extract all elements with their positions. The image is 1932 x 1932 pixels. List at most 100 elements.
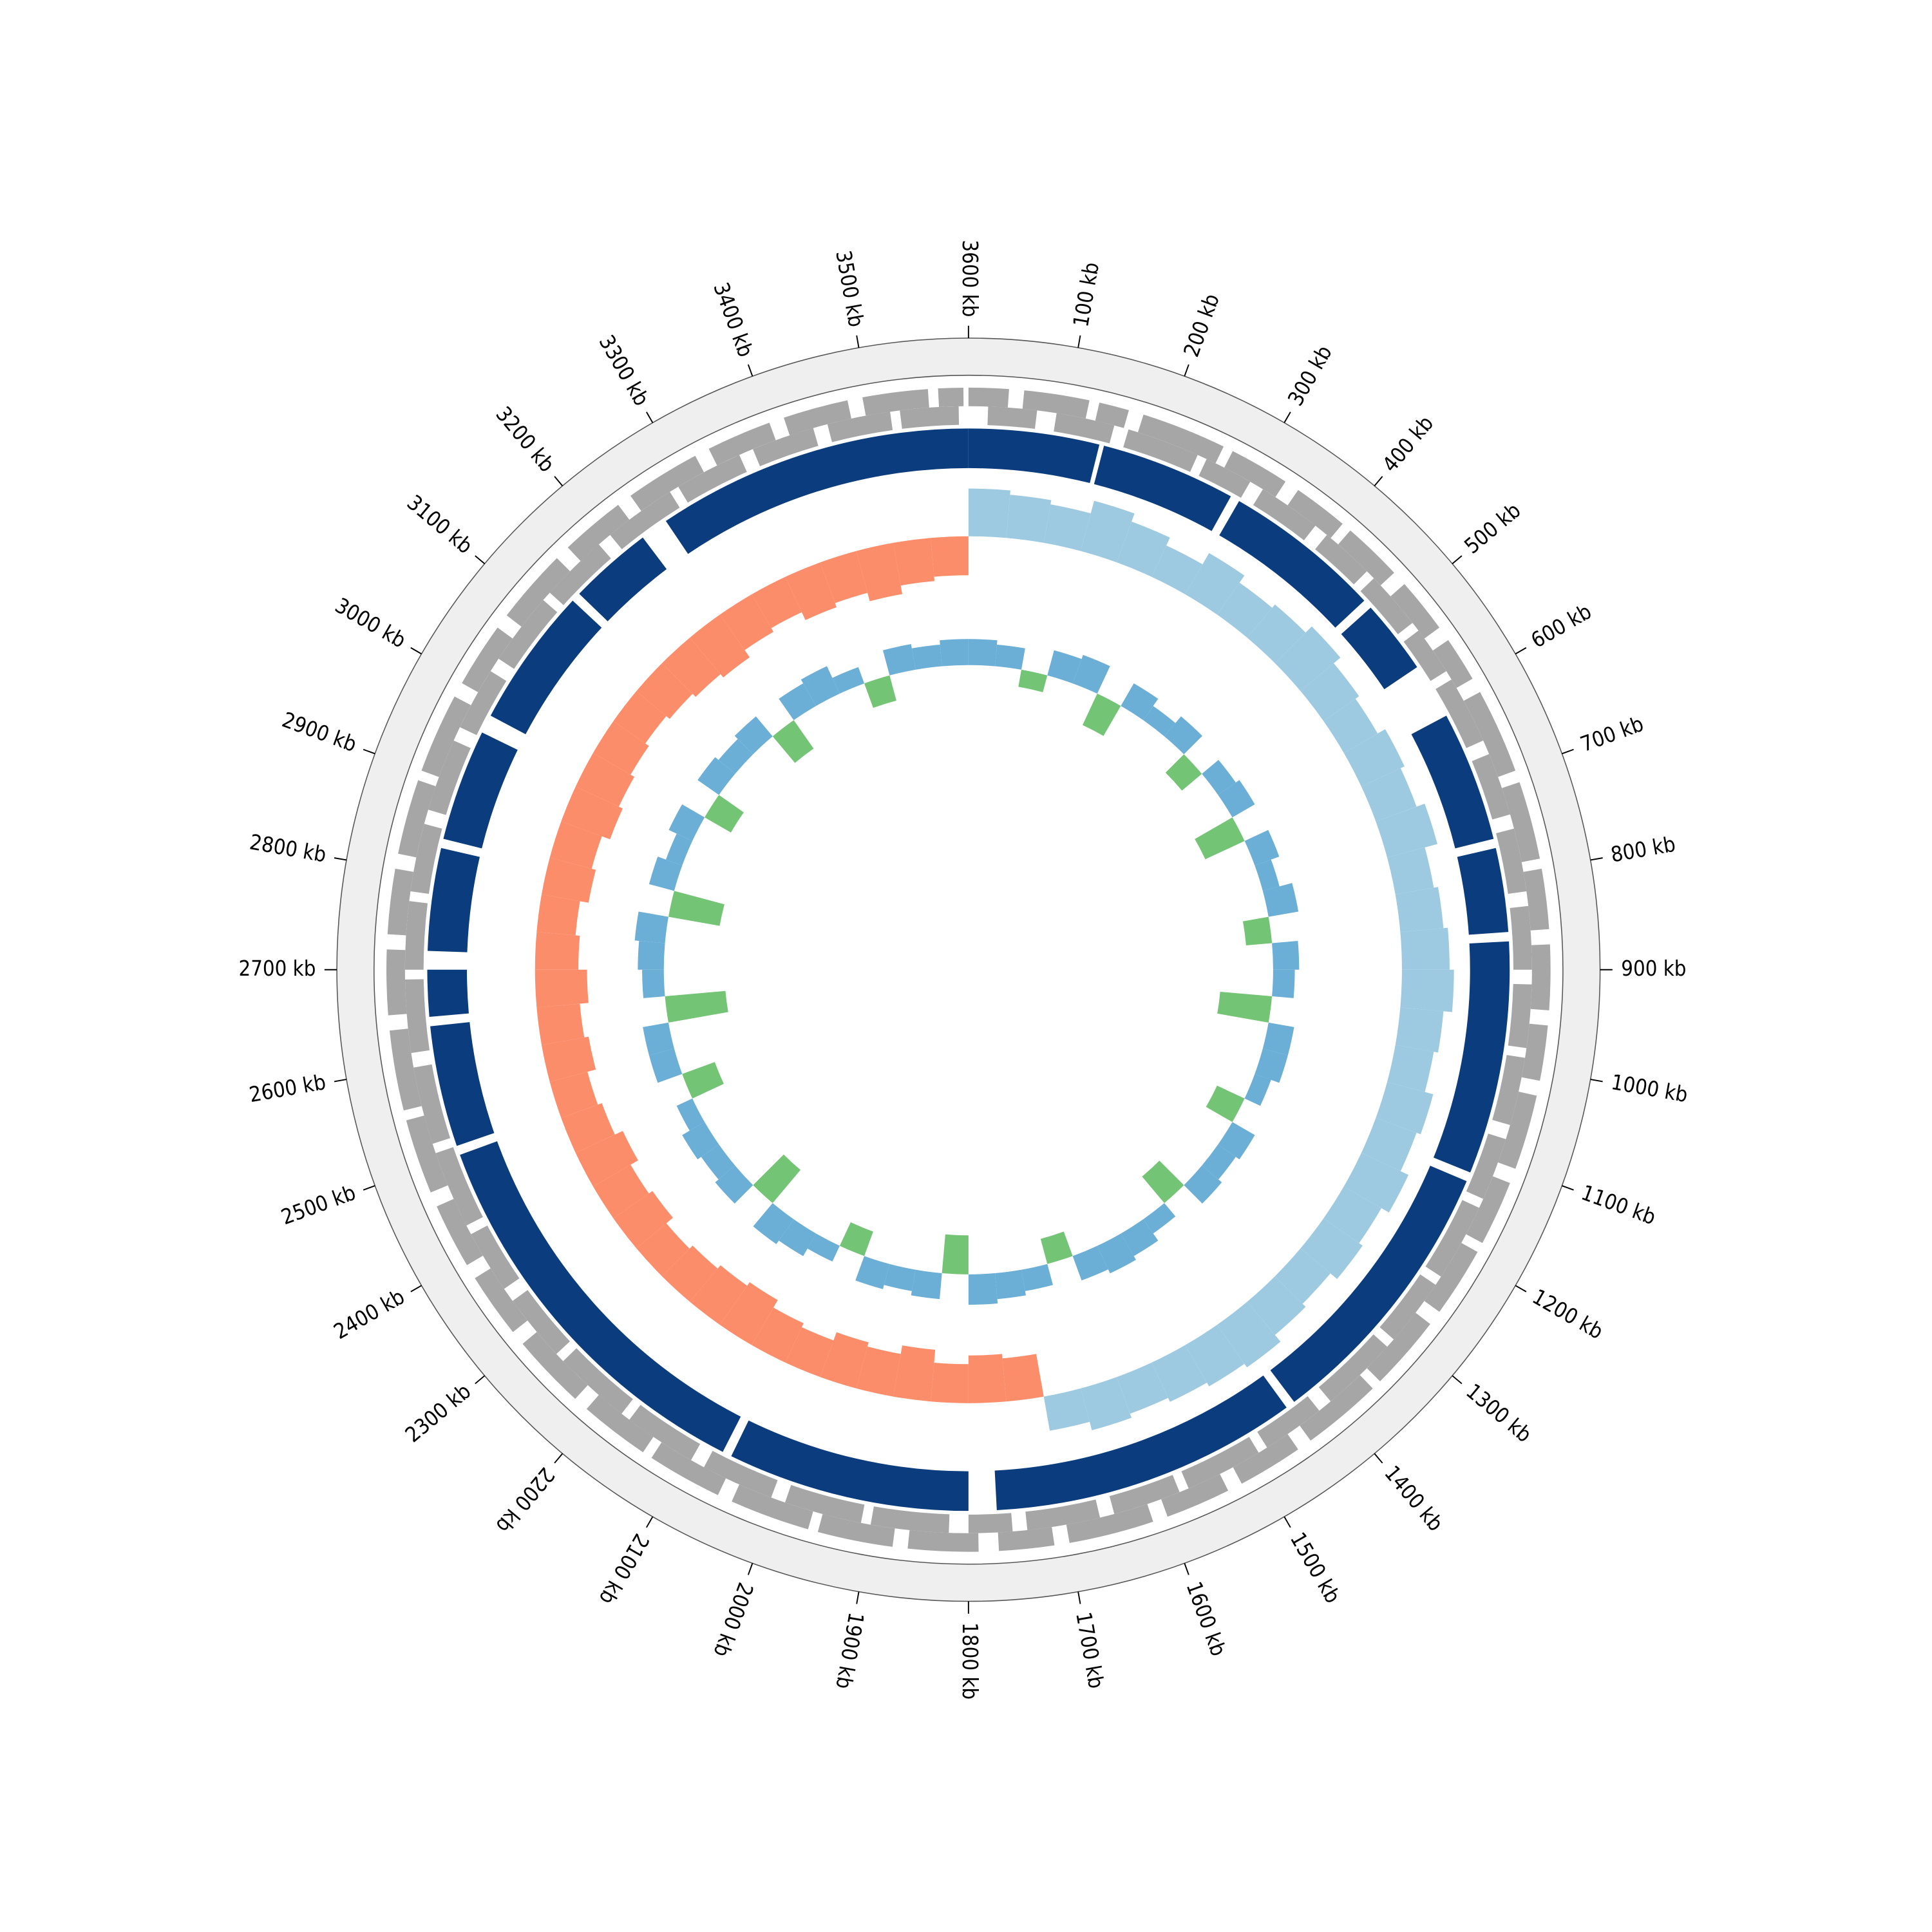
- feature-arc: [460, 671, 507, 735]
- feature-arc: [1318, 1334, 1388, 1402]
- feature-arc: [1123, 429, 1198, 472]
- x-tick-label: 800 kb: [1609, 832, 1677, 867]
- feature-arc: [512, 1290, 571, 1354]
- value-bar: [1376, 803, 1438, 858]
- feature-arc: [1466, 1133, 1506, 1199]
- value-bar: [1361, 1117, 1417, 1171]
- value-bar: [1244, 829, 1280, 866]
- value-bar: [690, 1265, 748, 1325]
- value-bar: [1274, 1248, 1331, 1304]
- feature-arc: [704, 1450, 778, 1498]
- feature-arc: [1219, 500, 1365, 628]
- x-tick-label: 1400 kb: [1379, 1461, 1448, 1536]
- value-bar: [940, 639, 969, 667]
- feature-arc: [938, 387, 964, 407]
- value-bar: [1400, 927, 1450, 970]
- feature-arc: [994, 1375, 1287, 1511]
- feature-arc: [1435, 679, 1484, 748]
- feature-arc: [1181, 1437, 1259, 1489]
- feature-arc: [862, 389, 929, 416]
- value-bar: [715, 1165, 753, 1204]
- value-bar: [1184, 1165, 1222, 1204]
- feature-arc: [1433, 941, 1510, 1173]
- value-bar: [968, 488, 1010, 538]
- value-bar: [661, 638, 721, 697]
- x-tick-label: 2800 kb: [248, 829, 328, 867]
- outer-ring: [337, 338, 1600, 1602]
- value-bar: [718, 739, 753, 774]
- feature-arc: [410, 824, 442, 895]
- tick-mark: [856, 335, 860, 348]
- value-bar: [1218, 780, 1255, 818]
- feature-arc: [1424, 1242, 1478, 1312]
- feature-arc: [435, 1147, 483, 1226]
- feature-arc: [1496, 828, 1527, 895]
- tick-mark: [1590, 1079, 1603, 1083]
- feature-arc: [907, 1530, 979, 1552]
- x-tick-label: 3600 kb: [958, 240, 982, 317]
- value-bar: [856, 542, 902, 601]
- x-tick-label: 3300 kb: [594, 331, 654, 410]
- feature-arc: [427, 969, 469, 1018]
- value-bar: [1343, 1153, 1409, 1213]
- value-bar: [968, 1354, 1007, 1403]
- feature-arc: [678, 455, 747, 503]
- feature-arc: [1094, 446, 1231, 531]
- value-bar: [665, 990, 728, 1023]
- feature-arc: [987, 406, 1037, 429]
- feature-arc: [610, 491, 680, 549]
- value-bar: [1083, 694, 1121, 736]
- feature-arc: [563, 1348, 633, 1414]
- feature-arc: [1367, 1312, 1430, 1381]
- x-tick-label: 700 kb: [1577, 712, 1647, 757]
- value-bar: [690, 614, 750, 678]
- feature-arc: [460, 1141, 741, 1452]
- feature-arc: [404, 901, 428, 970]
- value-bar: [549, 1072, 598, 1118]
- tick-mark: [1184, 1563, 1189, 1575]
- feature-arc: [1137, 414, 1224, 464]
- value-bar: [1202, 1144, 1236, 1180]
- feature-arc: [579, 537, 667, 621]
- feature-arc: [462, 627, 513, 692]
- value-bar: [1272, 941, 1300, 970]
- tick-mark: [646, 1516, 654, 1528]
- feature-arc: [421, 696, 471, 777]
- x-tick-label: 3100 kb: [402, 490, 477, 558]
- feature-arc: [406, 1115, 448, 1193]
- feature-arc: [784, 1484, 865, 1523]
- value-bar: [911, 1269, 942, 1300]
- value-bar: [1217, 582, 1273, 638]
- value-bar: [536, 894, 580, 936]
- feature-arc: [430, 1022, 495, 1146]
- feature-arc: [522, 1332, 588, 1399]
- feature-arc: [1466, 1176, 1510, 1244]
- feature-arc: [1508, 983, 1532, 1048]
- value-bar: [1185, 553, 1245, 615]
- value-bar: [592, 721, 649, 775]
- value-bar: [682, 1122, 719, 1160]
- feature-arc: [968, 428, 1100, 484]
- x-tick-label: 1000 kb: [1609, 1070, 1690, 1107]
- feature-arc: [1022, 390, 1090, 419]
- value-bar: [779, 1219, 817, 1256]
- value-bar: [753, 1154, 801, 1204]
- tick-mark: [1515, 647, 1527, 655]
- value-bar: [995, 1269, 1027, 1300]
- value-bar: [1247, 1276, 1306, 1335]
- x-tick-label: 1700 kb: [1071, 1610, 1108, 1690]
- value-bar: [884, 1264, 916, 1291]
- value-bar: [820, 1332, 869, 1388]
- value-bar: [1117, 522, 1170, 577]
- value-bar: [676, 1098, 705, 1131]
- value-bar: [1274, 626, 1341, 692]
- feature-arc: [389, 1028, 422, 1111]
- tick-mark: [747, 364, 753, 377]
- value-bar: [535, 969, 589, 1008]
- value-bar: [893, 1345, 936, 1402]
- x-tick-label: 3500 kb: [831, 249, 868, 329]
- value-bar: [1218, 1122, 1255, 1160]
- feature-arc: [387, 868, 414, 936]
- x-tick-label: 600 kb: [1527, 599, 1596, 652]
- value-bar: [1151, 545, 1203, 594]
